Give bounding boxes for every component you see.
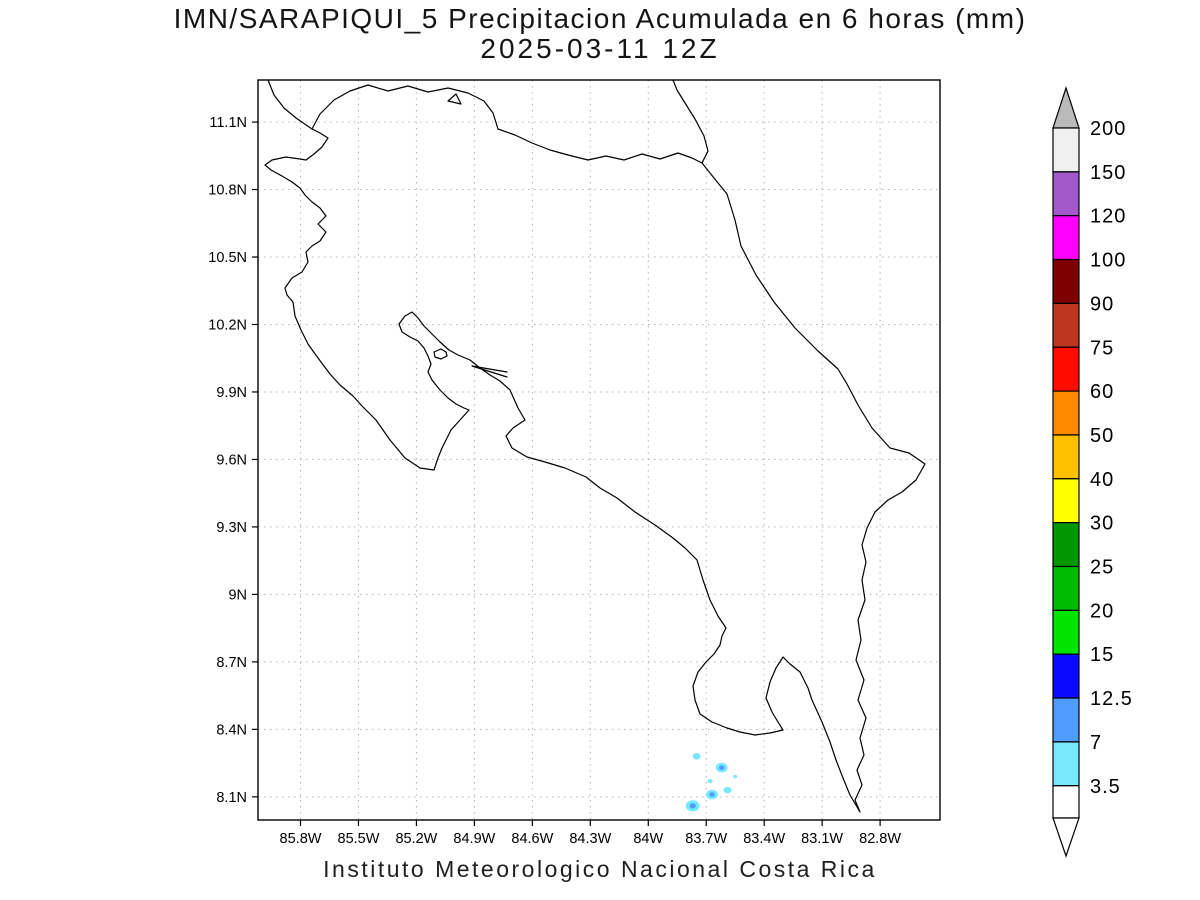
colorbar-band [1052,302,1080,348]
precip-cell-core [689,803,696,809]
nicaragua-caribbean-coast [672,79,709,164]
colorbar-above-arrow [1052,86,1080,129]
lat-tick-label: 9N [228,587,247,603]
colorbar-level-label: 7 [1090,732,1102,754]
lat-tick-label: 10.2N [208,317,247,333]
axis-tick-labels: 85.8W 85.5W 85.2W 84.9W 84.6W 84.3W 84W 83.7W 83… [208,115,901,847]
colorbar-band [1052,565,1080,611]
precip-cell-light [723,786,732,794]
colorbar-level-label: 20 [1090,600,1114,622]
lon-tick-label: 83.4W [743,831,785,847]
colorbar-level-label: 12.5 [1090,688,1133,710]
lat-tick-label: 10.5N [208,250,247,266]
nicaragua-pacific-coast [267,79,313,130]
lat-tick-label: 10.8N [208,183,247,199]
chira-island [433,348,448,360]
colorbar-band [1052,741,1080,787]
colorbar-band [1052,522,1080,568]
colorbar-band [1052,609,1080,655]
colorbar-level-label: 75 [1090,337,1114,359]
lat-tick-label: 8.7N [216,655,247,671]
colorbar-band [1052,215,1080,261]
colorbar-level-label: 25 [1090,557,1114,579]
lon-tick-label: 84.9W [453,831,495,847]
precipitation-cells [685,753,738,812]
colorbar-below-band [1052,785,1080,819]
colorbar-level-label: 100 [1090,250,1126,272]
colorbar-level-label: 3.5 [1090,776,1121,798]
lat-tick-label: 9.6N [216,452,247,468]
lon-tick-label: 83.7W [685,831,727,847]
colorbar-band [1052,346,1080,392]
colorbar-band [1052,171,1080,217]
colorbar-level-label: 30 [1090,513,1114,535]
chart-title: IMN/SARAPIQUI_5 Precipitacion Acumulada … [173,3,1027,34]
lon-tick-label: 83.1W [801,831,843,847]
colorbar-band [1052,258,1080,304]
lat-tick-label: 11.1N [209,115,247,131]
coastline-costa-rica [264,79,926,813]
precip-cell-light [733,774,738,779]
colorbar-band [1052,434,1080,480]
lat-tick-label: 9.3N [216,520,247,536]
precip-cell-core [718,765,725,770]
puntarenas-spit [471,365,508,378]
institution-caption: Instituto Meteorologico Nacional Costa R… [323,856,877,882]
colorbar-band [1052,390,1080,436]
lon-tick-label: 82.8W [859,831,901,847]
colorbar-band [1052,653,1080,699]
mainland-outline [264,84,926,813]
graticule-grid [258,80,940,820]
colorbar-level-label: 150 [1090,162,1126,184]
colorbar-band [1052,697,1080,743]
lon-tick-label: 84.6W [511,831,553,847]
lake-island [447,93,462,105]
chart-subtitle-datetime: 2025-03-11 12Z [480,33,720,64]
lat-tick-label: 8.4N [216,722,247,738]
precip-cell-light [692,753,701,760]
lon-tick-label: 84W [633,831,663,847]
lat-tick-label: 8.1N [216,790,247,806]
colorbar-level-label: 50 [1090,425,1114,447]
colorbar-level-label: 90 [1090,293,1114,315]
colorbar-level-label: 15 [1090,644,1114,666]
precip-cell-light [707,779,713,784]
colorbar: 3.5 7 12.5 15 20 25 30 40 50 60 75 90 100 120 150 200 [1052,86,1133,858]
lon-tick-label: 85.2W [395,831,437,847]
colorbar-level-label: 200 [1090,118,1126,140]
colorbar-level-label: 40 [1090,469,1114,491]
lon-tick-label: 84.3W [569,831,611,847]
lon-tick-label: 85.5W [338,831,380,847]
colorbar-below-arrow [1052,817,1080,858]
colorbar-level-label: 60 [1090,381,1114,403]
colorbar-band [1052,127,1080,173]
lon-tick-label: 85.8W [280,831,322,847]
precip-cell-core [709,792,715,797]
colorbar-level-label: 120 [1090,206,1126,228]
lat-tick-label: 9.9N [216,385,247,401]
plot-frame [257,79,941,821]
colorbar-band [1052,478,1080,524]
